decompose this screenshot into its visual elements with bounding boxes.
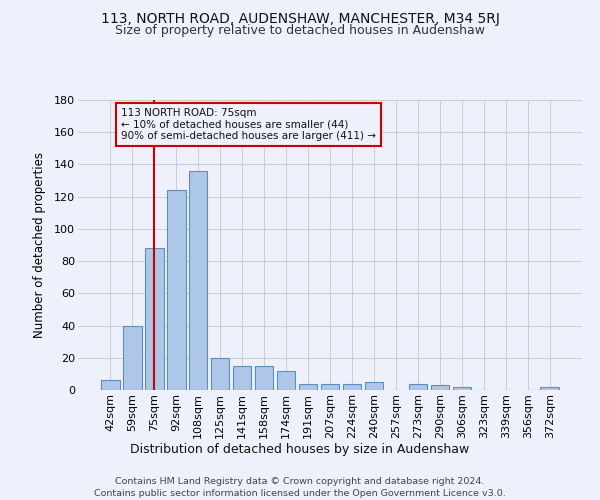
Bar [101, 380, 119, 390]
Y-axis label: Number of detached properties: Number of detached properties [33, 152, 46, 338]
Bar [123, 326, 142, 390]
Bar [431, 385, 449, 390]
Bar [320, 384, 340, 390]
Bar [167, 190, 185, 390]
Bar [365, 382, 383, 390]
Bar [233, 366, 251, 390]
Text: Contains HM Land Registry data © Crown copyright and database right 2024.: Contains HM Land Registry data © Crown c… [115, 478, 485, 486]
Bar [145, 248, 164, 390]
Bar [409, 384, 427, 390]
Bar [541, 387, 559, 390]
Text: Contains public sector information licensed under the Open Government Licence v3: Contains public sector information licen… [94, 489, 506, 498]
Bar [211, 358, 229, 390]
Bar [452, 387, 471, 390]
Bar [277, 370, 295, 390]
Bar [255, 366, 274, 390]
Text: 113 NORTH ROAD: 75sqm
← 10% of detached houses are smaller (44)
90% of semi-deta: 113 NORTH ROAD: 75sqm ← 10% of detached … [121, 108, 376, 142]
Bar [343, 384, 361, 390]
Text: Distribution of detached houses by size in Audenshaw: Distribution of detached houses by size … [130, 442, 470, 456]
Bar [189, 171, 208, 390]
Text: Size of property relative to detached houses in Audenshaw: Size of property relative to detached ho… [115, 24, 485, 37]
Bar [299, 384, 317, 390]
Text: 113, NORTH ROAD, AUDENSHAW, MANCHESTER, M34 5RJ: 113, NORTH ROAD, AUDENSHAW, MANCHESTER, … [101, 12, 499, 26]
